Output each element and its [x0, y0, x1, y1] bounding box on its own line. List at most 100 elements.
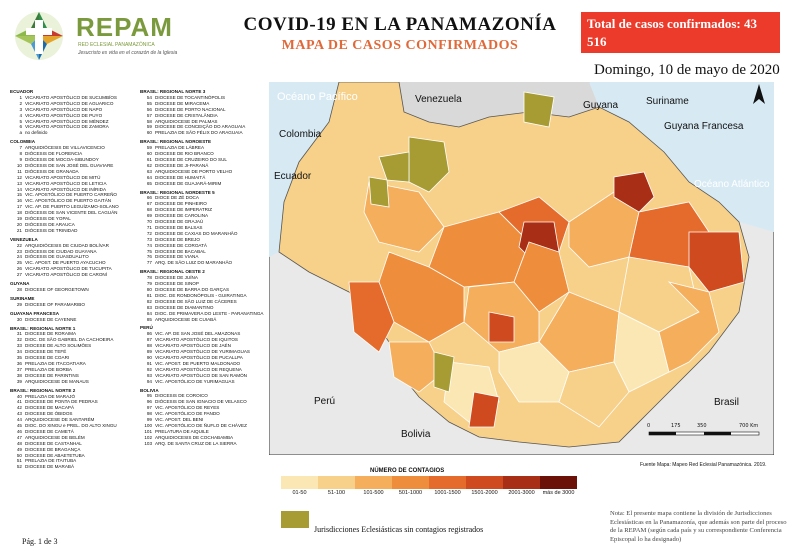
jurisdiction-item: 10 DIÓCESIS DE SAN JOSÉ DEL GUAVIARE — [10, 163, 145, 169]
jurisdiction-number: 29 — [16, 301, 22, 307]
jurisdiction-item: 67 DIOCESE DE PINHEIRO — [140, 201, 270, 207]
jurisdiction-number: 56 — [146, 106, 152, 112]
jurisdiction-item: 64 DIOCESE DE HUMAITÁ — [140, 175, 270, 181]
jurisdiction-number: 34 — [16, 349, 22, 355]
svg-text:175: 175 — [671, 423, 681, 429]
jurisdiction-number: 64 — [146, 174, 152, 180]
jurisdiction-name: DIOC. DO XINGU e PREL. DO ALTO XINGU — [25, 423, 117, 429]
legend-no-cases-swatch — [281, 511, 309, 528]
jurisdiction-number: 37 — [16, 366, 22, 372]
jurisdiction-item: 17 VIC. AP. DE PUERTO LEGUÍZAMO-SOLANO — [10, 204, 145, 210]
page-title: COVID-19 EN LA PANAMAZONÍA — [243, 14, 557, 35]
jurisdiction-number: 48 — [16, 440, 22, 446]
jurisdiction-number: 12 — [16, 174, 22, 180]
jurisdiction-number: 36 — [16, 360, 22, 366]
legend-no-cases-label: Jurisdicciones Eclesiásticas sin contagi… — [314, 525, 484, 534]
map-note: Nota: El presente mapa contiene la divis… — [610, 510, 787, 543]
jurisdiction-number: 59 — [146, 145, 152, 151]
jurisdiction-item: 41 DIOCESE DE PONTA DE PEDRAS — [10, 399, 145, 405]
legend-range-label: 501-1000 — [398, 490, 423, 496]
jurisdiction-item: 32 DIOC. DE SÃO GABRIEL DA CACHOEIRA — [10, 337, 145, 343]
jurisdiction-item: 86 VIC. AP. DE SAN JOSÉ DEL AMAZONAS — [140, 331, 270, 337]
jurisdiction-item: 60 DIOCESE DE RIO BRANCO — [140, 151, 270, 157]
jurisdiction-item: 58 ARQUIDIOCESE DE PALMAS — [140, 119, 270, 125]
jurisdiction-number: 46 — [16, 428, 22, 434]
jurisdiction-name: DIOCESE DE SINOP — [155, 281, 199, 287]
jurisdiction-number: 51 — [16, 458, 22, 464]
jurisdiction-number: 23 — [16, 248, 22, 254]
jurisdiction-item: 15 VIC. APOSTÓLICO DE PUERTO CARREÑO — [10, 192, 145, 198]
jurisdiction-number: 45 — [16, 423, 22, 429]
jurisdiction-number: 30 — [16, 316, 22, 322]
jurisdiction-item: 62 DIOCESE DE JI-PARANÁ — [140, 163, 270, 169]
jurisdiction-number: 71 — [146, 224, 152, 230]
jurisdiction-name: DIÓCESIS DE SAN VICENTE DEL CAGUÁN — [25, 210, 118, 216]
jurisdiction-number: 38 — [16, 372, 22, 378]
jurisdiction-group-header: GUYANA — [10, 281, 30, 287]
jurisdiction-number: 97 — [146, 405, 152, 411]
jurisdiction-number: 40 — [16, 393, 22, 399]
jurisdiction-name: DIOCESE DE GUAJARÁ-MIRIM — [155, 180, 222, 186]
jurisdiction-item: 76 DIOCESE DE VIANA — [140, 254, 270, 260]
jurisdiction-number: 58 — [146, 118, 152, 124]
legend-range-label: 51-100 — [327, 490, 346, 496]
jurisdiction-item: 103 ARQ. DE SANTA CRUZ DE LA SIERRA — [140, 441, 270, 447]
jurisdiction-group-header: GUAYANA FRANCESA — [10, 310, 60, 316]
jurisdiction-number: 33 — [16, 343, 22, 349]
jurisdiction-number: 61 — [146, 156, 152, 162]
jurisdiction-name: DIOCESE DE MARABÁ — [25, 464, 75, 470]
jurisdiction-item: 66 DIOCE DE ZÉ DOCA — [140, 195, 270, 201]
jurisdiction-group-header: BRASIL: REGIONAL NOROESTE — [140, 139, 212, 145]
jurisdiction-name: DIOCESE DE CAROLINA — [155, 213, 209, 219]
jurisdiction-number: 49 — [16, 446, 22, 452]
jurisdiction-name: ARQUIDIOCESE DE PALMAS — [155, 118, 218, 124]
jurisdiction-item: 8 DIÓCESIS DE FLORENCIA — [10, 151, 145, 157]
jurisdiction-name: DIOC. DE PRIMAVERA DO LESTE - PARANATING… — [155, 310, 264, 316]
brand-subtitle: RED ECLESIAL PANAMAZÓNICA — [78, 42, 155, 48]
jurisdiction-item: 9 DIÓCESIS DE MOCOA-SIBUNDOY — [10, 157, 145, 163]
legend-swatch — [429, 476, 466, 489]
jurisdiction-name: DIOCESE DE BREJO — [155, 236, 200, 242]
jurisdiction-item: 25 VIC. APOST. DE PUERTO AYACUCHO — [10, 260, 145, 266]
jurisdiction-number: 24 — [16, 254, 22, 260]
jurisdiction-item: 80 DIOCESE DE BARRA DO GARÇAS — [140, 287, 270, 293]
jurisdiction-item: 71 DIOCESE DE BALSAS — [140, 225, 270, 231]
brand-name: REPAM — [76, 12, 173, 42]
jurisdiction-number: 93 — [146, 372, 152, 378]
jurisdiction-number: 74 — [146, 242, 152, 248]
jurisdiction-name: DIOCESE OF PARAMARIBO — [25, 301, 85, 307]
label-guyana: Guyana — [583, 100, 618, 111]
jurisdiction-item: 81 DIOC. DE RONDONÓPOLIS - GUIRATINGA — [140, 293, 270, 299]
jurisdiction-number: 75 — [146, 248, 152, 254]
jurisdiction-number: 7 — [19, 145, 22, 151]
jurisdiction-list-right: BRASIL: REGIONAL NORTE 3 54 DIOCESE DE TOC… — [140, 86, 270, 447]
jurisdiction-name: VIC. APOST. DEL BENI — [155, 417, 204, 423]
jurisdiction-name: DIÓCESIS DE MOCOA-SIBUNDOY — [25, 156, 99, 162]
jurisdiction-item: 90 VICARIATO APOSTÓLICO DE PUCALLPA — [140, 355, 270, 361]
jurisdiction-item: 46 DIOCESE DE CAMETÁ — [10, 429, 145, 435]
jurisdiction-item: 82 DIOCESE DE SÃO LUIZ DE CÁCERES — [140, 299, 270, 305]
jurisdiction-number: 69 — [146, 213, 152, 219]
jurisdiction-name: DIOCESE DE IMPERATRIZ — [155, 207, 213, 213]
jurisdiction-item: 43 DIOCESE DE ÓBIDOS — [10, 411, 145, 417]
jurisdiction-item: 21 DIÓCESIS DE TRINIDAD — [10, 228, 145, 234]
jurisdiction-number: 6 — [19, 124, 22, 130]
legend-range-label: 1001-1500 — [434, 490, 461, 496]
jurisdiction-name: VICARIATO APOSTÓLICO DE ZAMORA — [25, 124, 109, 130]
jurisdiction-number: 92 — [146, 366, 152, 372]
jurisdiction-name: ARQUIDIOCESE DE BELÉM — [25, 434, 85, 440]
jurisdiction-number: 20 — [16, 221, 22, 227]
jurisdiction-item: 33 DIOCESE DE ALTO SOLIMÕES — [10, 343, 145, 349]
jurisdiction-name: VICARIATO APOSTÓLICO DE SAN RAMÓN — [155, 372, 247, 378]
label-venezuela: Venezuela — [415, 94, 462, 105]
jurisdiction-name: VICARIATO APOSTÓLICO DE INÍRIDA — [25, 186, 107, 192]
jurisdiction-number: 66 — [146, 195, 152, 201]
label-brasil: Brasil — [714, 397, 739, 408]
jurisdiction-name: DIOCESE DE TEFÉ — [25, 349, 67, 355]
jurisdiction-item: 97 VIC. APOSTÓLICO DE REYES — [140, 405, 270, 411]
jurisdiction-name: PRELATURA DE AIQUILE — [155, 428, 209, 434]
jurisdiction-number: 35 — [16, 355, 22, 361]
label-ecuador: Ecuador — [274, 171, 312, 182]
jurisdiction-item: 34 DIOCESE DE TEFÉ — [10, 349, 145, 355]
jurisdiction-name: DIOCESE DE CRISTALÂNDIA — [155, 112, 218, 118]
